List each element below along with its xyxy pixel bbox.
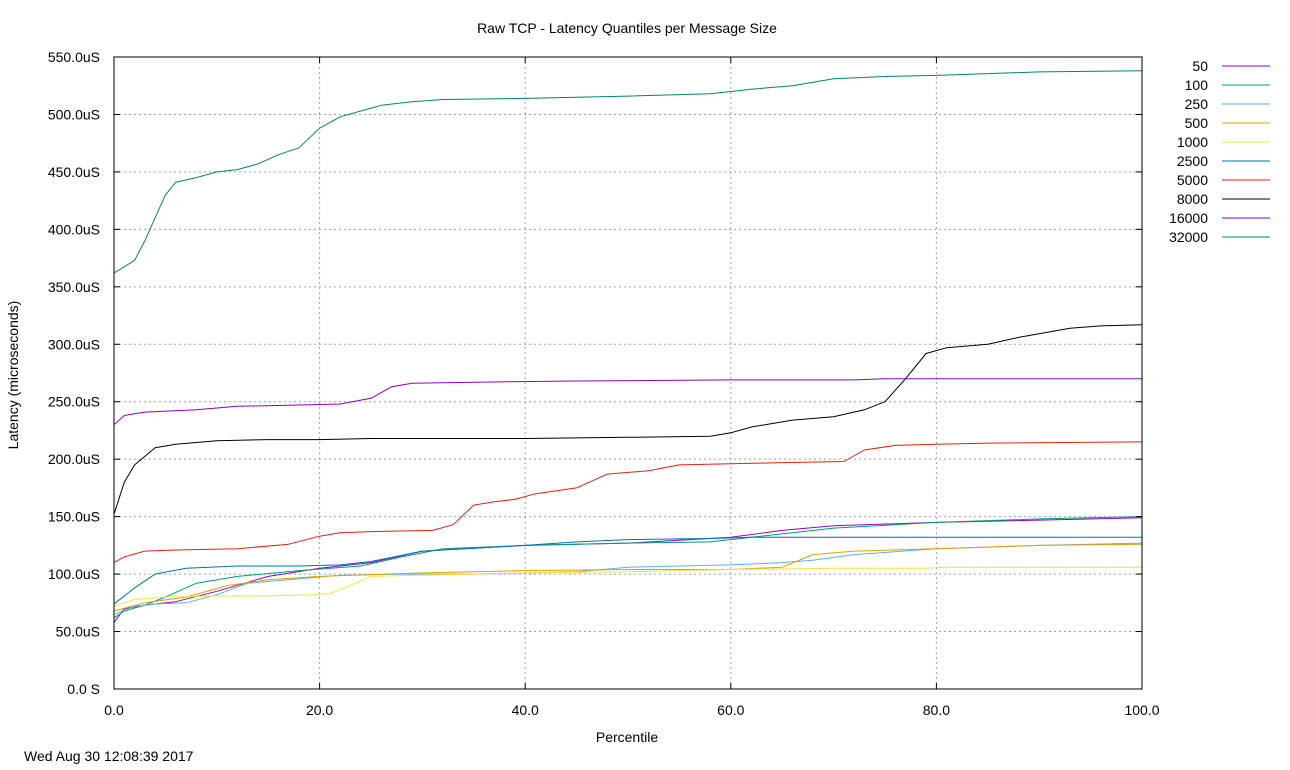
legend-label-16000: 16000 [1169,210,1208,226]
plot-frame [113,56,1143,690]
series-line-5000 [113,441,1143,564]
legend-label-250: 250 [1185,96,1209,112]
chart-title: Raw TCP - Latency Quantiles per Message … [477,20,777,36]
y-tick-label: 150.0uS [48,509,100,525]
y-tick-label: 450.0uS [48,164,100,180]
x-tick-label: 40.0 [512,702,539,718]
legend-label-50: 50 [1192,58,1208,74]
x-tick-label: 0.0 [104,702,124,718]
y-tick-label: 100.0uS [48,566,100,582]
legend-label-1000: 1000 [1177,134,1208,150]
legend: 50 100 250 500 1000 2500 5000 8000 16000 32000 [1169,58,1270,245]
series-line-8000 [113,324,1143,515]
y-axis-label: Latency (microseconds) [5,301,21,450]
series-line-1000 [113,566,1142,607]
x-axis-label: Percentile [596,729,658,745]
y-tick-label: 350.0uS [48,279,100,295]
axis-ticks: 0.0 20.0 40.0 60.0 80.0 100.0 0.0 S 50.0uS 100.0… [48,49,1160,718]
y-tick-label: 550.0uS [48,49,100,65]
y-tick-label: 0.0 S [67,681,100,697]
y-tick-label: 50.0uS [56,624,100,640]
series-line-16000 [113,378,1142,426]
y-tick-label: 400.0uS [48,221,100,237]
series-line-250 [113,542,1143,615]
series-line-2500 [113,536,1142,605]
x-tick-label: 80.0 [923,702,950,718]
series-line-100 [113,516,1143,619]
legend-label-500: 500 [1185,115,1209,131]
x-tick-label: 60.0 [717,702,744,718]
series-line-50 [113,517,1143,623]
footer-timestamp: Wed Aug 30 12:08:39 2017 [24,748,194,764]
legend-label-100: 100 [1185,77,1209,93]
legend-label-2500: 2500 [1177,153,1208,169]
legend-label-5000: 5000 [1177,172,1208,188]
x-tick-label: 20.0 [306,702,333,718]
y-tick-label: 500.0uS [48,106,100,122]
y-tick-label: 200.0uS [48,451,100,467]
legend-label-8000: 8000 [1177,191,1208,207]
series-line-32000 [113,70,1143,274]
series-line-500 [113,543,1143,612]
grid [114,57,1142,689]
legend-label-32000: 32000 [1169,229,1208,245]
y-tick-label: 250.0uS [48,394,100,410]
x-tick-label: 100.0 [1124,702,1159,718]
y-tick-label: 300.0uS [48,336,100,352]
series-lines [113,70,1143,623]
